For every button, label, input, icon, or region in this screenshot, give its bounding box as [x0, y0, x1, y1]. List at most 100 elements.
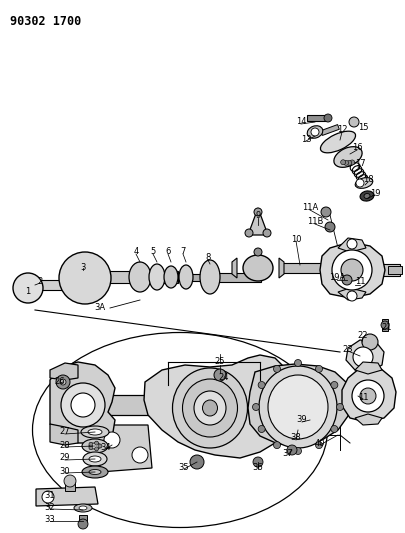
Circle shape — [337, 403, 343, 410]
Text: 6: 6 — [165, 247, 171, 256]
Polygon shape — [338, 238, 366, 252]
Ellipse shape — [328, 136, 348, 148]
Bar — [189, 273, 207, 280]
Circle shape — [132, 447, 148, 463]
Circle shape — [287, 445, 297, 455]
Circle shape — [214, 369, 226, 381]
Circle shape — [21, 294, 26, 299]
Circle shape — [342, 275, 352, 285]
Text: 3: 3 — [80, 263, 86, 272]
Bar — [382, 319, 388, 331]
Text: 18: 18 — [363, 175, 373, 184]
Circle shape — [362, 334, 378, 350]
Polygon shape — [248, 208, 268, 235]
Text: 11A: 11A — [302, 204, 318, 213]
Bar — [211, 272, 261, 281]
Circle shape — [273, 366, 281, 373]
Ellipse shape — [168, 272, 174, 282]
Ellipse shape — [74, 504, 92, 512]
Ellipse shape — [202, 400, 217, 416]
Circle shape — [258, 382, 265, 389]
Text: 8: 8 — [205, 254, 211, 262]
Text: 38: 38 — [291, 433, 301, 442]
Circle shape — [60, 379, 66, 385]
Circle shape — [89, 446, 93, 450]
Polygon shape — [50, 424, 78, 445]
Ellipse shape — [334, 147, 362, 167]
Ellipse shape — [79, 506, 87, 510]
Bar — [79, 515, 87, 525]
Text: 9: 9 — [256, 212, 261, 221]
Text: 1: 1 — [26, 287, 31, 295]
Text: 36: 36 — [253, 463, 263, 472]
Ellipse shape — [360, 191, 374, 201]
Circle shape — [61, 383, 105, 427]
Bar — [265, 394, 355, 412]
Circle shape — [324, 114, 332, 122]
Circle shape — [59, 252, 111, 304]
Circle shape — [352, 380, 384, 412]
Text: 11B: 11B — [307, 217, 323, 227]
Ellipse shape — [268, 375, 328, 439]
Circle shape — [78, 519, 88, 529]
Circle shape — [30, 277, 36, 282]
Circle shape — [77, 270, 93, 286]
Polygon shape — [36, 487, 98, 506]
Circle shape — [254, 208, 262, 216]
Ellipse shape — [320, 131, 356, 153]
Ellipse shape — [173, 368, 247, 448]
Ellipse shape — [249, 260, 267, 276]
Text: 11: 11 — [355, 278, 365, 287]
Circle shape — [94, 441, 98, 445]
Ellipse shape — [341, 151, 356, 163]
Polygon shape — [355, 414, 382, 425]
Ellipse shape — [83, 452, 107, 466]
Circle shape — [245, 229, 253, 237]
Text: 39: 39 — [297, 416, 307, 424]
Bar — [27, 280, 87, 290]
Circle shape — [294, 448, 301, 455]
Ellipse shape — [364, 193, 370, 198]
Polygon shape — [248, 364, 352, 446]
Text: 35: 35 — [179, 463, 189, 472]
Polygon shape — [144, 355, 295, 458]
Circle shape — [21, 277, 26, 282]
Ellipse shape — [253, 263, 263, 272]
Circle shape — [347, 160, 352, 165]
Polygon shape — [338, 288, 366, 300]
Text: 15: 15 — [358, 124, 368, 133]
Circle shape — [315, 366, 322, 373]
Ellipse shape — [200, 260, 220, 294]
Ellipse shape — [82, 466, 108, 478]
Circle shape — [356, 179, 364, 187]
Text: 37: 37 — [283, 448, 293, 457]
Text: 90302 1700: 90302 1700 — [10, 15, 81, 28]
Bar — [321, 125, 339, 135]
Text: 27: 27 — [60, 427, 70, 437]
Circle shape — [273, 442, 281, 449]
Circle shape — [331, 425, 338, 432]
Text: 19: 19 — [370, 189, 380, 198]
Ellipse shape — [149, 264, 165, 290]
Circle shape — [15, 286, 21, 290]
Circle shape — [325, 222, 335, 232]
Bar — [388, 266, 402, 274]
Text: 2: 2 — [37, 277, 43, 286]
Polygon shape — [355, 362, 382, 374]
Circle shape — [30, 294, 36, 299]
Text: 16: 16 — [352, 143, 362, 152]
Bar — [65, 479, 75, 491]
Ellipse shape — [82, 439, 108, 453]
Ellipse shape — [89, 456, 101, 462]
Bar — [107, 395, 207, 415]
Circle shape — [69, 262, 101, 294]
Text: 5: 5 — [150, 247, 156, 256]
Circle shape — [294, 359, 301, 367]
Circle shape — [254, 248, 262, 256]
Ellipse shape — [89, 443, 101, 449]
Polygon shape — [232, 258, 237, 278]
Circle shape — [104, 432, 120, 448]
Text: 4: 4 — [133, 247, 139, 256]
Text: 17: 17 — [355, 158, 365, 167]
Bar — [83, 271, 177, 283]
